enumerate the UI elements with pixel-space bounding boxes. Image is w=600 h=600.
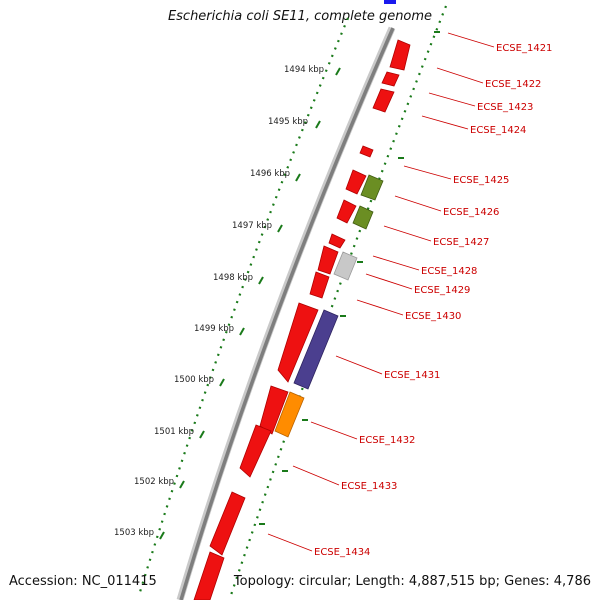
tick-label: 1498 kbp	[213, 273, 253, 283]
outer-tick-ring-left	[138, 17, 350, 593]
cds-features	[193, 39, 411, 600]
tick-label: 1501 kbp	[154, 427, 194, 437]
gene-feature[interactable]	[259, 385, 289, 435]
gene-label[interactable]: ECSE_1426	[443, 207, 499, 218]
gene-feature-grey[interactable]	[333, 251, 358, 281]
genome-backbone	[176, 26, 396, 600]
tick-label: 1494 kbp	[284, 65, 324, 75]
map-title: Escherichia coli SE11, complete genome	[167, 9, 433, 24]
gene-label[interactable]: ECSE_1421	[496, 43, 552, 54]
gene-label[interactable]: ECSE_1429	[414, 285, 470, 296]
gene-label[interactable]: ECSE_1427	[433, 237, 489, 248]
label-leaders	[267, 32, 495, 552]
gene-label[interactable]: ECSE_1431	[384, 370, 440, 381]
tick-label: 1496 kbp	[250, 169, 290, 179]
gene-feature[interactable]	[336, 199, 357, 224]
genome-summary-text: Topology: circular; Length: 4,887,515 bp…	[233, 574, 591, 589]
tick-label: 1497 kbp	[232, 221, 272, 231]
tick-label: 1503 kbp	[114, 528, 154, 538]
gene-feature-orange[interactable]	[274, 391, 305, 438]
gene-feature[interactable]	[309, 271, 330, 299]
tick-label: 1499 kbp	[194, 324, 234, 334]
gene-labels: ECSE_1421 ECSE_1422 ECSE_1423 ECSE_1424 …	[314, 43, 552, 558]
gene-feature[interactable]	[239, 424, 272, 478]
gene-label[interactable]: ECSE_1432	[359, 435, 415, 446]
inner-ring-ticks	[259, 31, 440, 525]
tick-label: 1500 kbp	[174, 375, 214, 385]
accession-text: Accession: NC_011415	[9, 574, 157, 589]
gene-feature[interactable]	[389, 39, 411, 71]
cog-blue-feature[interactable]	[384, 0, 396, 4]
gene-feature[interactable]	[345, 169, 367, 195]
cog-features	[274, 174, 384, 438]
gene-feature[interactable]	[193, 551, 225, 600]
gene-feature[interactable]	[317, 245, 339, 275]
inner-tick-ring-right	[228, 5, 448, 599]
gene-feature-olive[interactable]	[360, 174, 384, 201]
gene-label[interactable]: ECSE_1424	[470, 125, 526, 136]
gene-feature[interactable]	[209, 491, 246, 556]
gene-label[interactable]: ECSE_1434	[314, 547, 370, 558]
gene-feature-olive[interactable]	[352, 205, 374, 230]
gene-feature-purple[interactable]	[293, 309, 339, 390]
tick-label: 1502 kbp	[134, 477, 174, 487]
gene-label[interactable]: ECSE_1428	[421, 266, 477, 277]
gene-feature[interactable]	[381, 71, 400, 87]
gene-label[interactable]: ECSE_1425	[453, 175, 509, 186]
gene-label[interactable]: ECSE_1423	[477, 102, 533, 113]
gene-label[interactable]: ECSE_1430	[405, 311, 461, 322]
gene-feature[interactable]	[328, 233, 346, 249]
gene-feature[interactable]	[359, 145, 374, 158]
tick-label: 1495 kbp	[268, 117, 308, 127]
gene-feature[interactable]	[277, 302, 319, 383]
gene-label[interactable]: ECSE_1422	[485, 79, 541, 90]
gene-feature[interactable]	[372, 88, 395, 113]
gene-label[interactable]: ECSE_1433	[341, 481, 397, 492]
genome-backbone-core	[179, 27, 395, 600]
kbp-ticks: 1494 kbp 1495 kbp 1496 kbp 1497 kbp 1498…	[114, 65, 341, 540]
